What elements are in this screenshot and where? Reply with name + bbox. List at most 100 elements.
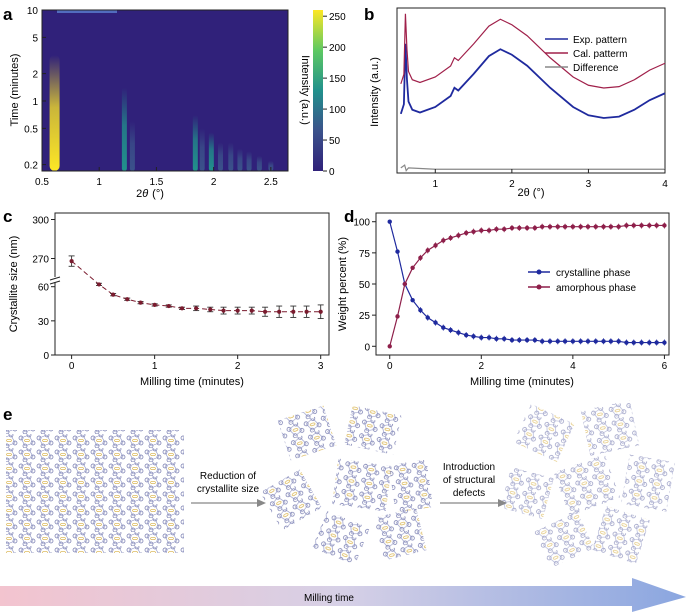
panel-letter-b: b [364,5,374,24]
exp-pattern-line [399,43,666,119]
size-frame [54,212,330,356]
weight-legend-marker [536,284,542,290]
amorphous-point [425,248,430,253]
size-point [125,297,130,302]
colorbar-tick-label: 150 [329,74,346,85]
pxrd-legend-label: Exp. pattern [573,35,627,46]
crystalline-point [425,315,430,320]
crystalline-point [547,339,553,344]
heatmap-y-label: Time (minutes) [9,54,21,127]
amorphous-point [494,226,499,232]
amorphous-point [639,223,644,228]
weight-legend-marker [536,269,542,275]
crystalline-point [486,335,492,340]
amorphous-point [418,255,423,261]
heatmap-y-tick-label: 10 [27,6,39,17]
amorphous-point [501,226,507,232]
heatmap-y-tick-label: 0.5 [24,124,38,135]
amorphous-point [395,314,400,319]
amorphous-point [593,224,598,229]
size-point [304,309,309,314]
pxrd-legend-label: Cal. patterm [573,49,627,60]
weight-x-tick-label: 0 [387,361,393,372]
heatmap-plot [42,10,288,171]
amorphous-point [524,225,530,231]
pxrd-x-tick-label: 1 [433,179,439,190]
crystalline-point [593,339,598,344]
heatmap-y-tick-label: 2 [32,70,38,81]
weight-y-tick-label: 100 [353,218,370,229]
crystalline-point [517,337,522,343]
size-point [111,292,116,297]
heatmap-top-band [57,10,117,13]
crystalline-point [441,325,446,330]
axis-break-marks [49,276,61,285]
amorphous-point [662,223,667,228]
size-y-tick-label: 60 [38,283,50,294]
size-point [179,306,185,311]
heatmap-x-tick-label: 1 [96,177,102,188]
panel-b: b 1 2 3 4 2θ (°) Intensity (a.u.) Exp. patt… [364,5,668,199]
crystalline-point [639,340,644,345]
size-data [68,255,324,320]
heatmap-x-ticks: 0.5 1 1.5 2 2.5 [35,167,278,188]
cal-pattern-line [400,13,666,89]
size-y-ticks: 0 30 60 270 300 [32,216,55,362]
crystalline-point [608,339,614,344]
difference-line [400,164,665,172]
heatmap-x-label: 2θ (°) [136,188,164,200]
peak-stripe [121,87,127,171]
amorphous-point [555,224,560,229]
heatmap-x-tick-label: 2.5 [264,177,278,188]
peak-stripe [256,155,262,171]
crystalline-point [395,249,400,254]
size-trend-line [71,260,321,313]
crystalline-point [463,332,469,338]
crystalline-point [418,307,423,313]
weight-legend-label: amorphous phase [556,283,636,294]
weight-x-ticks: 0 2 4 6 [387,355,668,372]
pxrd-legend: Exp. pattern Cal. patterm Difference [545,35,627,74]
amorphous-point [562,224,568,229]
crystalline-point [532,337,538,343]
pxrd-x-ticks: 1 2 3 4 [433,169,668,190]
peak-stripe [192,115,198,171]
crystalline-point [616,339,621,344]
heatmap-y-ticks: 0.2 0.5 1 2 5 10 [24,6,46,172]
amorphous-point [463,230,469,236]
heatmap-background [42,10,288,171]
crystalline-point [624,340,629,345]
crystalline-point [524,337,530,343]
size-point [69,259,74,264]
amorphous-point [456,233,461,238]
amorphous-point [585,224,591,229]
size-point [152,302,157,308]
amorphous-point [471,229,476,234]
size-y-tick-label: 270 [32,255,49,266]
pxrd-y-label: Intensity (a.u.) [369,57,381,127]
amorphous-point [631,223,636,228]
size-point [138,300,143,305]
panel-e: e Reduction of crystallite size Introduc… [0,400,686,612]
amorphous-point [387,344,392,349]
crystalline-point [479,335,484,340]
pxrd-lines [399,13,666,172]
crystalline-point [509,337,515,343]
amorphous-point [624,223,629,228]
amorphous-point [479,228,484,233]
crystalline-point [631,340,636,345]
heatmap-y-tick-label: 0.2 [24,161,38,172]
size-x-tick-label: 2 [235,361,241,372]
crystalline-point [410,297,415,303]
amorphous-point [654,223,659,228]
colorbar-tick-label: 50 [329,136,341,147]
crystalline-point [654,340,659,345]
size-point [291,309,296,314]
panel-c: c 0 1 2 3 0 30 60 270 300 Milling time (minutes… [3,207,330,388]
size-point [96,282,102,287]
size-point [221,308,226,313]
amorphous-point [402,281,408,287]
colorbar-label: Intensity (a.u.) [299,55,311,125]
amorphous-point [532,225,538,231]
